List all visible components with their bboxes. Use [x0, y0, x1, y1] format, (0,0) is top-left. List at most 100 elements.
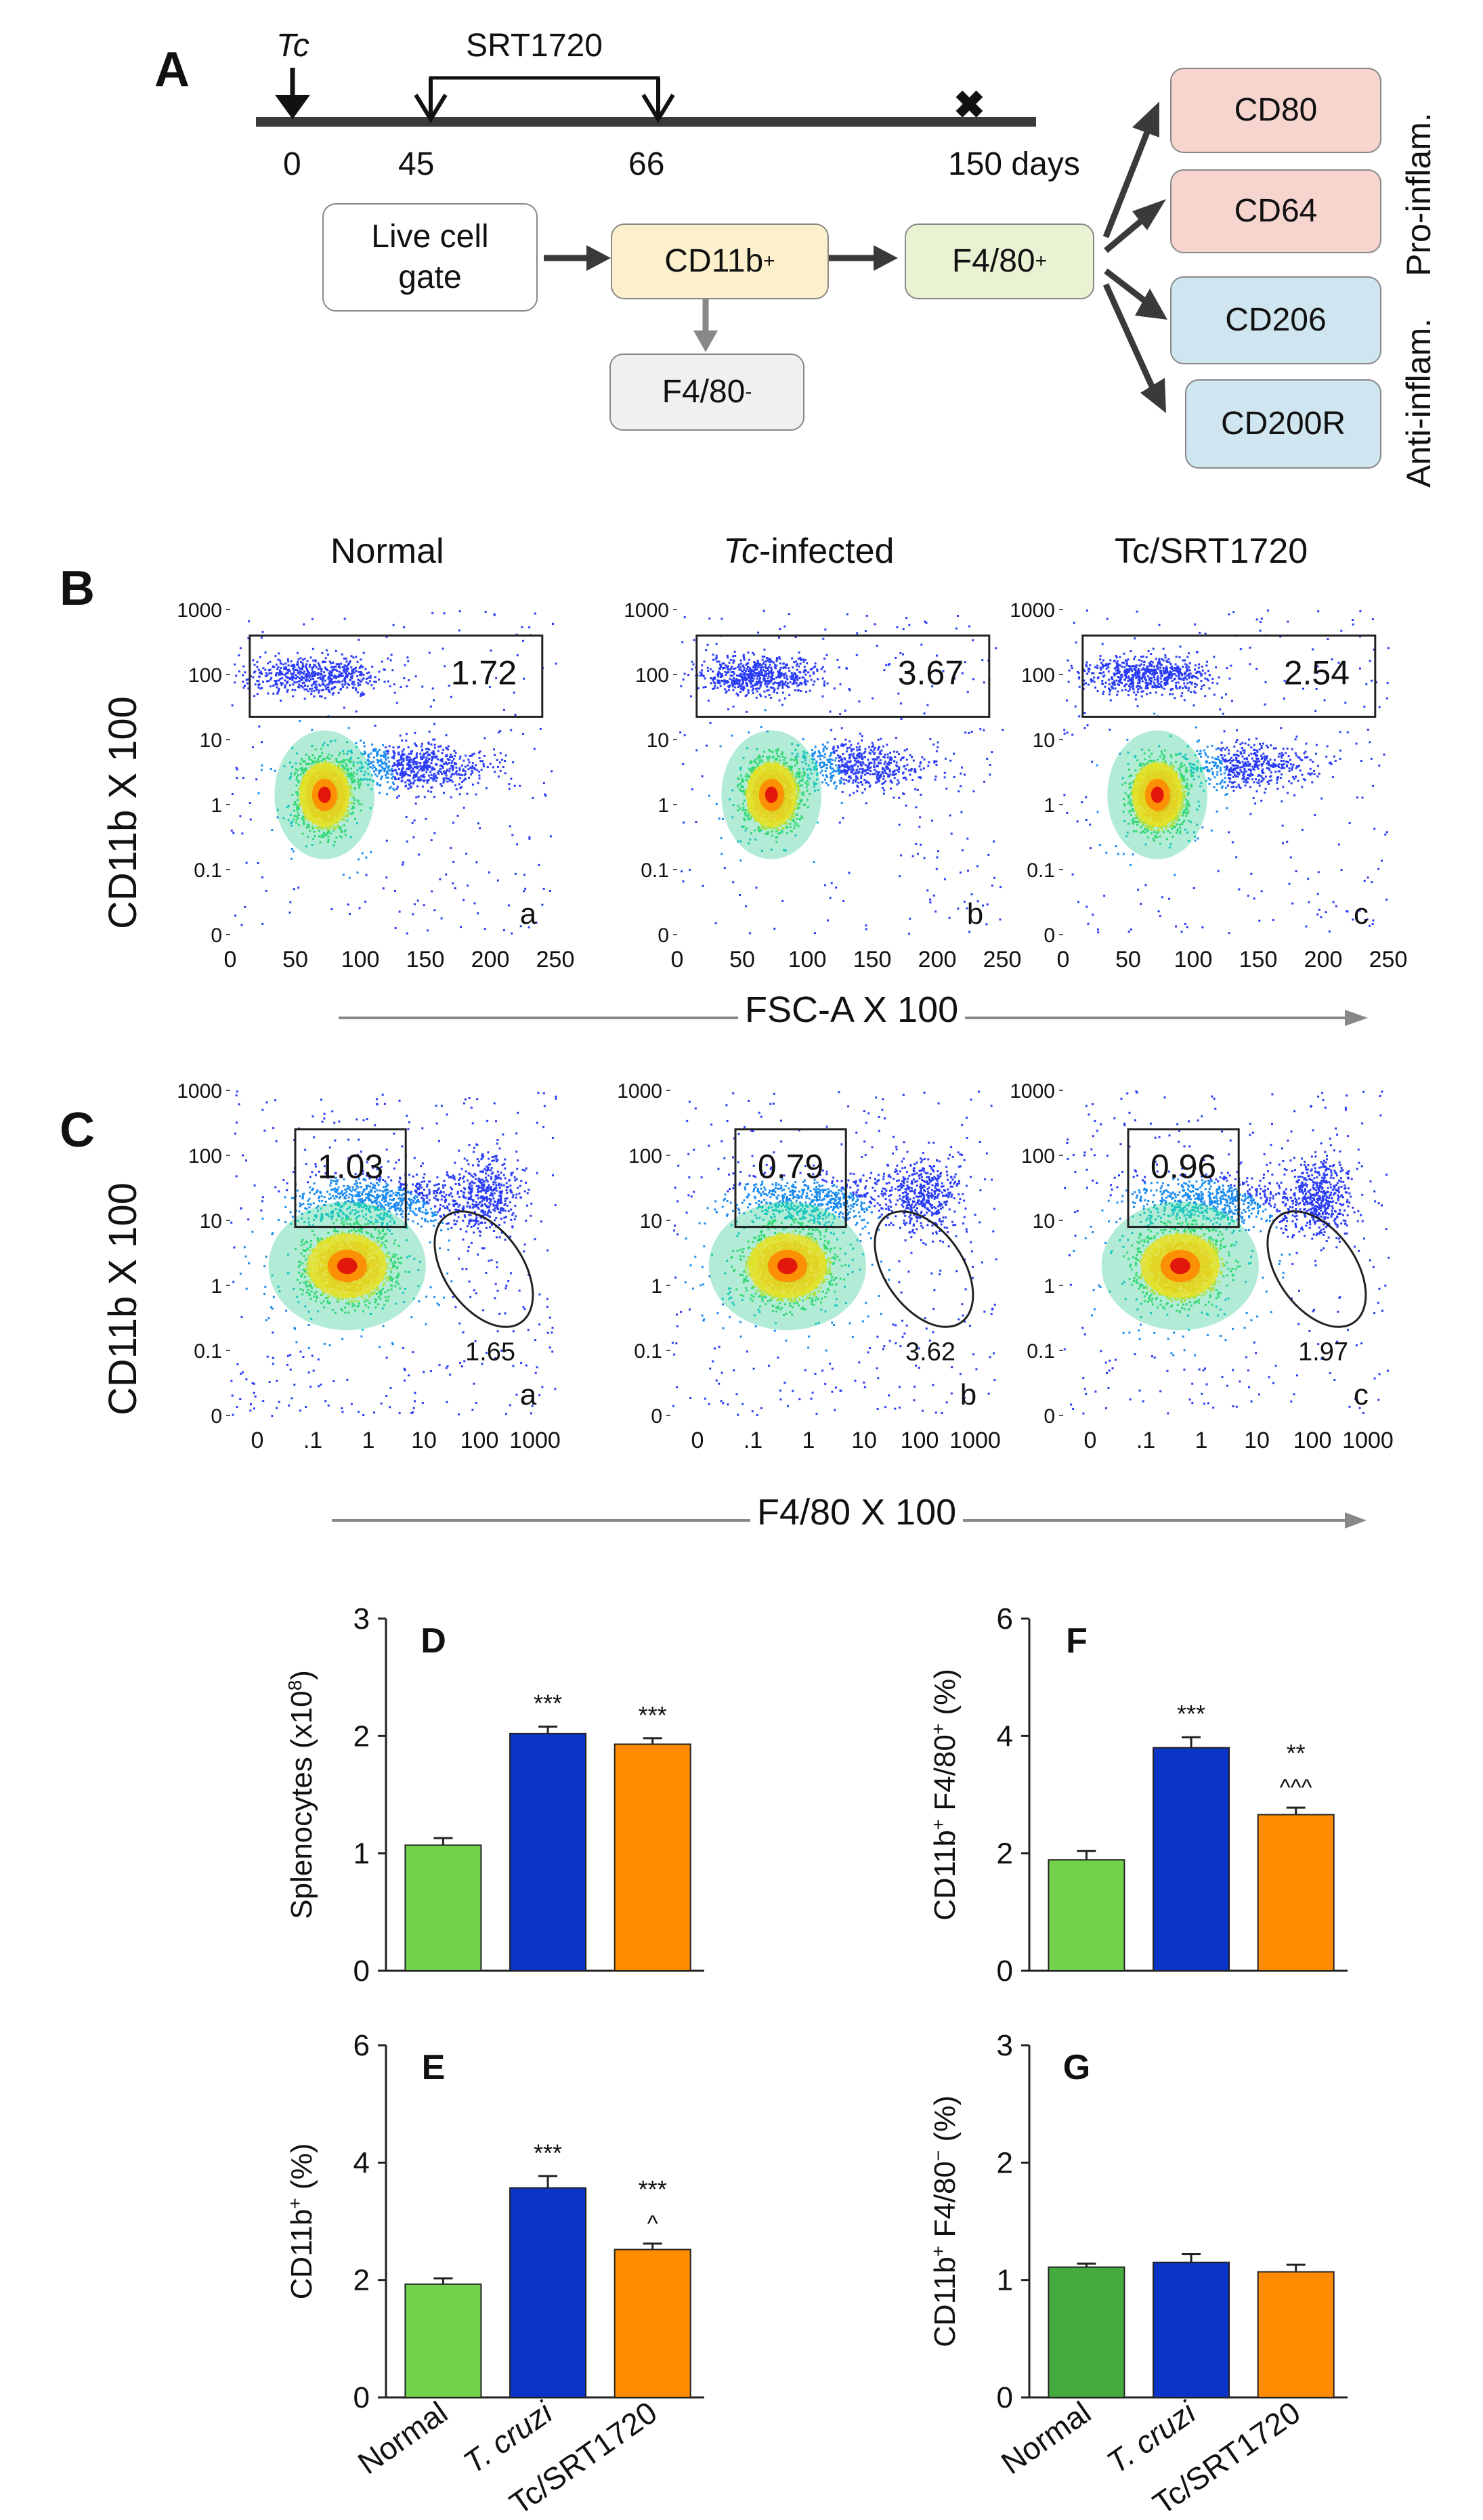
y-tick-label: 0.1 — [194, 859, 222, 882]
cd206-label: CD206 — [1225, 302, 1327, 338]
y-tick-label: 6 — [997, 1602, 1013, 1636]
y-tick-label: 1 — [211, 1275, 222, 1298]
ellipse-gate — [1266, 1210, 1367, 1328]
x-tick-label: 1 — [1195, 1428, 1208, 1453]
chart-title: D — [421, 1621, 446, 1661]
f480-neg-box: F4/80- — [609, 354, 804, 431]
bar-tc-srt1720 — [1257, 1814, 1335, 1972]
bar-t-cruzi — [1153, 2261, 1230, 2398]
y-tick-label: 0.1 — [634, 1340, 662, 1363]
y-tick-label: 4 — [997, 1720, 1013, 1753]
y-tick-label: 1 — [353, 1837, 370, 1871]
drug-label: SRT1720 — [466, 28, 603, 64]
y-tick-label: 1 — [1044, 794, 1055, 817]
gate-rectangle — [734, 1128, 847, 1229]
y-tick-label: 1000 — [177, 1080, 222, 1103]
y-tick-label: 1 — [1044, 1275, 1055, 1298]
b-x-axis-label: FSC-A X 100 — [738, 989, 966, 1031]
x-tick-label: 0 — [691, 1428, 704, 1453]
srt-end-arrow — [641, 93, 675, 123]
cd11b-sup: + — [763, 250, 775, 273]
gate-rectangle — [1081, 634, 1377, 718]
x-tick-label: 10 — [411, 1428, 437, 1453]
gate-value: 2.54 — [1284, 654, 1350, 691]
live-cell-gate-label: Live cell gate — [371, 219, 489, 295]
x-tick-label: 250 — [536, 947, 575, 973]
y-axis-label: CD11b+ F4/80− (%) — [928, 2095, 962, 2347]
b-title-infected: Tc-infected — [723, 531, 894, 572]
x-tick-label: 0 — [251, 1428, 264, 1453]
significance-mark-secondary: ^^^ — [1280, 1775, 1312, 1801]
x-tick-label: 0 — [224, 947, 237, 973]
c-y-axis-label: CD11b X 100 — [101, 1182, 145, 1415]
gate-rectangle — [1127, 1128, 1240, 1229]
y-tick-label: 0 — [658, 924, 669, 947]
timeline-day-150: 150 days — [948, 146, 1080, 182]
significance-mark: *** — [639, 1701, 667, 1729]
ellipse-value: 1.65 — [465, 1338, 515, 1366]
f480-neg-label: F4/80 — [662, 374, 746, 410]
panel-label-a: A — [154, 43, 190, 97]
flow-plot-b-a: 1000 100 10 1 0.1 00 50 100 150 200 250 1.72 a — [177, 599, 575, 973]
cd80-box: CD80 — [1170, 68, 1381, 153]
y-tick-label: 100 — [1021, 1145, 1055, 1168]
live-cell-gate-box: Live cell gate — [322, 203, 538, 312]
subpanel-letter: c — [1354, 897, 1369, 931]
subpanel-letter: a — [520, 1378, 537, 1411]
x-tick-label: 10 — [851, 1428, 877, 1453]
y-tick-label: 1 — [211, 794, 222, 817]
x-tick-label: 100 — [1293, 1428, 1332, 1453]
y-tick-label: 0 — [211, 924, 222, 947]
b-title-infected-suffix: -infected — [759, 532, 895, 571]
x-tick-label: 150 — [853, 947, 892, 973]
x-tick-label: 1 — [362, 1428, 375, 1453]
significance-mark: *** — [534, 1689, 562, 1717]
b-title-infected-italic: Tc — [723, 532, 759, 571]
significance-mark-secondary: ^ — [647, 2211, 658, 2237]
x-tick-label: 50 — [1115, 947, 1141, 973]
gate-rectangle — [249, 634, 544, 718]
y-tick-label: 100 — [188, 1145, 222, 1168]
end-mark-icon: ✖ — [953, 83, 985, 126]
x-tick-label: 200 — [918, 947, 957, 973]
x-tick-label: 150 — [1239, 947, 1278, 973]
x-tick-label: 0 — [671, 947, 684, 973]
y-tick-label: 0 — [1044, 924, 1055, 947]
y-tick-label: 0.1 — [1027, 859, 1055, 882]
y-tick-label: 10 — [1033, 1210, 1055, 1233]
y-tick-label: 0.1 — [641, 859, 669, 882]
x-tick-label: .1 — [744, 1428, 762, 1453]
x-tick-label: 1000 — [949, 1428, 1001, 1453]
y-tick-label: 1000 — [177, 599, 222, 622]
x-tick-label: .1 — [303, 1428, 322, 1453]
timeline-bar — [256, 117, 1036, 127]
srt-bracket — [429, 76, 660, 102]
y-tick-label: 0 — [353, 1955, 370, 1988]
y-tick-label: 1000 — [617, 1080, 662, 1103]
gate-value: 0.79 — [758, 1148, 823, 1186]
cd11b-box: CD11b + — [611, 223, 829, 299]
bar-tc-srt1720 — [614, 1743, 691, 1971]
x-tick-label: 200 — [471, 947, 510, 973]
flow-plot-b-c: 1000 100 10 1 0.1 00 50 100 150 200 250 2.54 c — [1010, 599, 1407, 973]
f480-pos-box: F4/80 + — [905, 223, 1094, 299]
subpanel-letter: b — [960, 1378, 976, 1411]
x-tick-label: 1000 — [1342, 1428, 1394, 1453]
y-tick-label: 10 — [200, 1210, 222, 1233]
x-tick-label: 50 — [729, 947, 755, 973]
bar-t-cruzi — [1153, 1747, 1230, 1972]
bar-normal — [1048, 1859, 1125, 1972]
y-tick-label: 100 — [628, 1145, 662, 1168]
b-title-srt: Tc/SRT1720 — [1115, 532, 1308, 571]
bar-tc-srt1720 — [614, 2248, 691, 2398]
srt-start-arrow — [414, 93, 448, 123]
gate-rectangle — [294, 1128, 407, 1229]
ellipse-gate — [433, 1210, 534, 1328]
bar-normal — [404, 1844, 482, 1971]
timeline-day-0: 0 — [283, 146, 301, 182]
gate-value: 1.03 — [318, 1148, 383, 1186]
x-tick-label: 0 — [1084, 1428, 1097, 1453]
x-tick-label: 100 — [341, 947, 380, 973]
cd11b-label: CD11b — [664, 243, 764, 279]
